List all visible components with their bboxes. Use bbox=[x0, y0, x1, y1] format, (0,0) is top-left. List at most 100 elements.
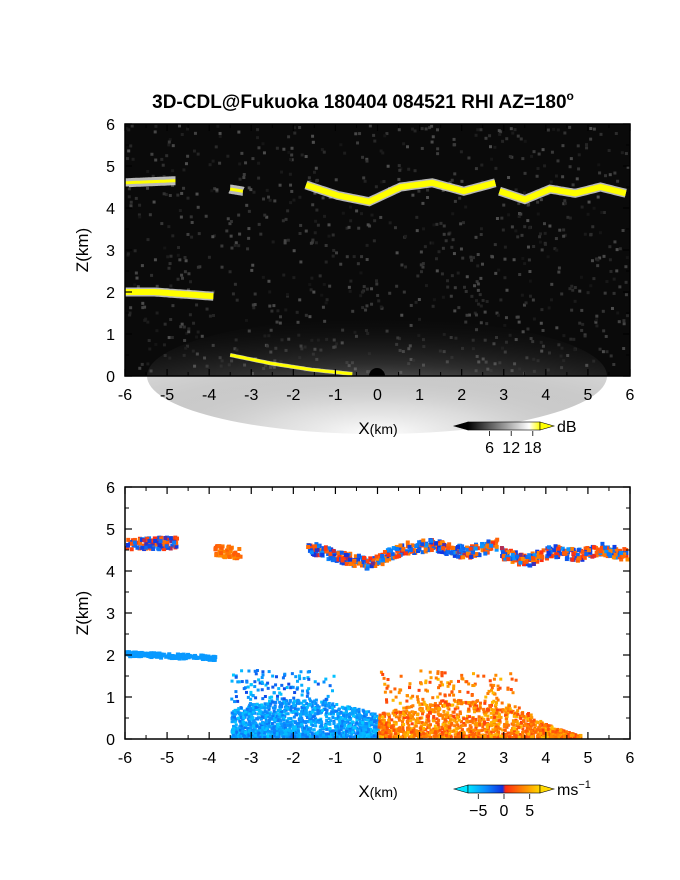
velocity-pixel bbox=[328, 684, 332, 688]
velocity-pixel bbox=[331, 689, 335, 693]
noise-pixel bbox=[298, 232, 302, 236]
velocity-pixel bbox=[345, 556, 350, 561]
velocity-pixel bbox=[381, 735, 385, 739]
velocity-pixel bbox=[306, 730, 310, 734]
velocity-pixel bbox=[476, 734, 480, 738]
velocity-pixel bbox=[268, 699, 272, 703]
noise-pixel bbox=[307, 176, 311, 180]
velocity-pixel bbox=[245, 713, 249, 717]
noise-pixel bbox=[413, 169, 417, 173]
velocity-pixel bbox=[365, 730, 369, 734]
velocity-pixel bbox=[501, 733, 505, 737]
velocity-pixel bbox=[263, 706, 267, 710]
noise-pixel bbox=[252, 306, 256, 310]
velocity-pixel bbox=[444, 731, 448, 735]
velocity-pixel bbox=[290, 672, 294, 676]
noise-pixel bbox=[460, 179, 464, 183]
velocity-pixel bbox=[305, 733, 309, 737]
noise-pixel bbox=[271, 240, 275, 244]
velocity-pixel bbox=[504, 711, 508, 715]
velocity-pixel bbox=[199, 653, 204, 658]
noise-pixel bbox=[153, 258, 157, 262]
velocity-pixel bbox=[349, 731, 353, 735]
noise-pixel bbox=[381, 151, 385, 155]
velocity-pixel bbox=[365, 564, 370, 569]
velocity-pixel bbox=[304, 709, 308, 713]
velocity-pixel bbox=[325, 715, 329, 719]
velocity-pixel bbox=[413, 733, 417, 737]
velocity-pixel bbox=[354, 709, 358, 713]
velocity-pixel bbox=[529, 717, 533, 721]
velocity-pixel bbox=[461, 724, 465, 728]
velocity-pixel bbox=[465, 551, 470, 556]
velocity-pixel bbox=[321, 702, 325, 706]
velocity-pixel bbox=[279, 732, 283, 736]
velocity-pixel bbox=[249, 690, 253, 694]
noise-pixel bbox=[164, 193, 168, 197]
noise-pixel bbox=[162, 175, 166, 179]
noise-pixel bbox=[131, 157, 135, 161]
noise-pixel bbox=[315, 208, 319, 212]
noise-pixel bbox=[167, 143, 171, 147]
noise-pixel bbox=[562, 234, 566, 238]
velocity-pixel bbox=[129, 547, 134, 552]
velocity-pixel bbox=[328, 706, 332, 710]
velocity-pixel bbox=[398, 545, 403, 550]
velocity-pixel bbox=[142, 538, 147, 543]
noise-pixel bbox=[527, 258, 531, 262]
velocity-pixel bbox=[435, 717, 439, 721]
velocity-pixel bbox=[218, 551, 223, 556]
velocity-pixel bbox=[483, 701, 487, 705]
noise-pixel bbox=[312, 170, 316, 174]
noise-pixel bbox=[479, 321, 483, 325]
noise-pixel bbox=[493, 243, 497, 247]
noise-pixel bbox=[300, 153, 304, 157]
velocity-pixel bbox=[465, 547, 470, 552]
noise-pixel bbox=[426, 188, 430, 192]
velocity-pixel bbox=[546, 724, 550, 728]
velocity-pixel bbox=[479, 544, 484, 549]
noise-pixel bbox=[304, 155, 308, 159]
noise-pixel bbox=[282, 273, 286, 277]
noise-pixel bbox=[372, 133, 376, 137]
velocity-pixel bbox=[339, 724, 343, 728]
noise-pixel bbox=[419, 270, 423, 274]
velocity-pixel bbox=[358, 726, 362, 730]
velocity-pixel bbox=[571, 551, 576, 556]
noise-pixel bbox=[607, 149, 611, 153]
velocity-pixel bbox=[306, 545, 311, 550]
noise-pixel bbox=[453, 199, 457, 203]
noise-pixel bbox=[596, 195, 600, 199]
velocity-pixel bbox=[385, 729, 389, 733]
velocity-pixel bbox=[377, 554, 382, 559]
noise-pixel bbox=[187, 272, 191, 276]
velocity-pixel bbox=[266, 731, 270, 735]
velocity-pixel bbox=[351, 730, 355, 734]
noise-pixel bbox=[543, 231, 547, 235]
velocity-pixel bbox=[532, 553, 537, 558]
noise-pixel bbox=[327, 234, 331, 238]
velocity-pixel bbox=[243, 713, 247, 717]
velocity-pixel bbox=[420, 542, 425, 547]
velocity-pixel bbox=[504, 706, 508, 710]
velocity-pixel bbox=[536, 735, 540, 739]
velocity-pixel bbox=[446, 732, 450, 736]
noise-pixel bbox=[598, 171, 602, 175]
velocity-pixel bbox=[513, 728, 517, 732]
velocity-pixel bbox=[374, 725, 378, 729]
velocity-pixel bbox=[397, 691, 401, 695]
velocity-pixel bbox=[271, 674, 275, 678]
velocity-pixel bbox=[342, 733, 346, 737]
velocity-pixel bbox=[384, 734, 388, 738]
noise-pixel bbox=[226, 154, 230, 158]
velocity-pixel bbox=[298, 714, 302, 718]
velocity-pixel bbox=[324, 697, 328, 701]
velocity-pixel bbox=[559, 735, 563, 739]
velocity-pixel bbox=[283, 701, 287, 705]
velocity-pixel bbox=[455, 545, 460, 550]
velocity-pixel bbox=[512, 727, 516, 731]
velocity-pixel bbox=[446, 681, 450, 685]
velocity-pixel bbox=[566, 547, 571, 552]
velocity-pixel bbox=[421, 710, 425, 714]
velocity-pixel bbox=[368, 732, 372, 736]
